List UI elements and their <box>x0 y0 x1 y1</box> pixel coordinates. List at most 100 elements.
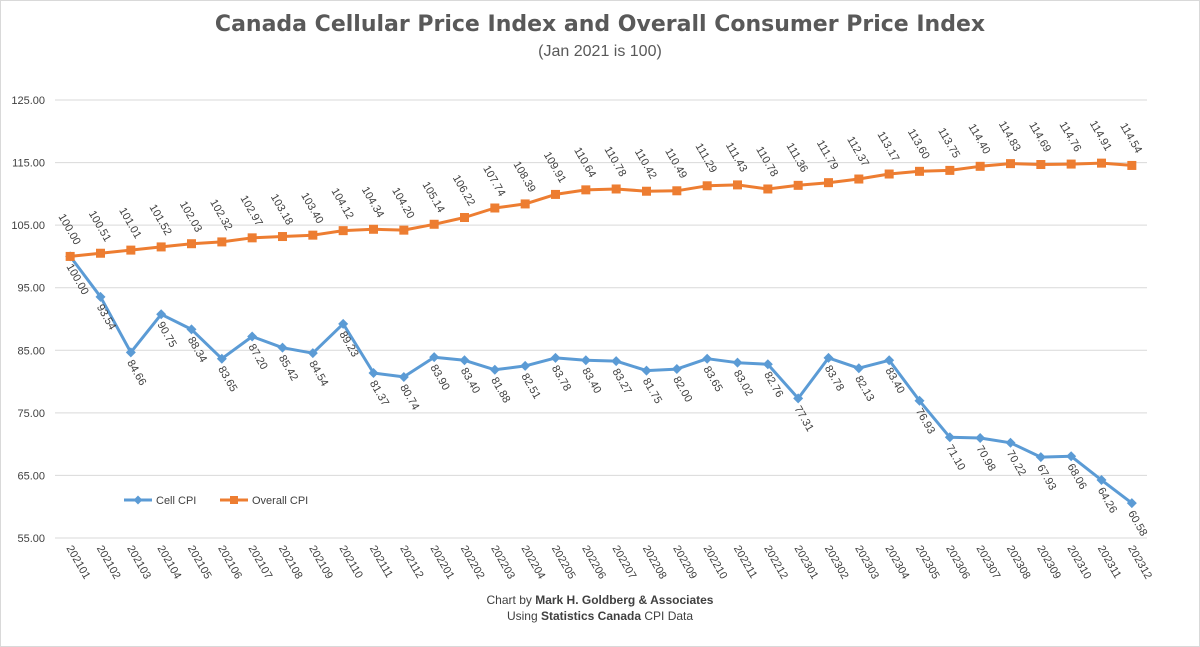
x-tick-label: 202107 <box>246 544 275 582</box>
data-label: 67.93 <box>1034 463 1058 493</box>
data-label: 101.01 <box>116 206 143 241</box>
data-label: 83.78 <box>549 363 573 393</box>
data-point <box>429 219 439 229</box>
x-tick-label: 202305 <box>913 544 942 582</box>
data-point <box>459 355 470 366</box>
data-point <box>126 245 136 255</box>
data-label: 83.90 <box>428 363 452 393</box>
data-label: 81.88 <box>488 375 512 405</box>
x-tick-label: 202108 <box>276 544 305 582</box>
data-point <box>672 186 682 196</box>
data-point <box>550 352 561 363</box>
chart-subtitle: (Jan 2021 is 100) <box>538 43 662 60</box>
data-label: 103.40 <box>298 191 325 226</box>
data-label: 106.22 <box>450 173 477 208</box>
data-point <box>277 342 288 353</box>
data-label: 82.13 <box>852 374 876 404</box>
data-point <box>338 318 349 329</box>
data-label: 107.74 <box>480 163 507 198</box>
data-label: 114.54 <box>1117 121 1144 155</box>
legend-item-overall-cpi: Overall CPI <box>220 495 308 507</box>
data-point <box>884 355 895 366</box>
y-tick-label: 55.00 <box>17 533 45 545</box>
data-label: 111.36 <box>784 141 810 175</box>
data-point <box>186 324 197 335</box>
data-point <box>611 356 622 367</box>
data-label: 83.40 <box>579 366 603 396</box>
series-line <box>70 161 1132 258</box>
y-tick-label: 65.00 <box>17 470 45 482</box>
x-tick-label: 202105 <box>185 544 214 582</box>
y-tick-label: 95.00 <box>17 283 45 295</box>
data-point <box>763 184 773 194</box>
x-tick-label: 202311 <box>1095 544 1123 581</box>
data-label: 104.20 <box>389 186 416 221</box>
data-point <box>884 169 894 179</box>
x-tick-label: 202204 <box>519 544 548 582</box>
x-tick-label: 202307 <box>974 544 1003 582</box>
x-tick-label: 202205 <box>549 544 578 582</box>
data-point <box>793 180 803 190</box>
footer-line-2: Using Statistics Canada CPI Data <box>0 608 1200 624</box>
data-point <box>975 433 986 444</box>
legend: Cell CPI Overall CPI <box>124 495 308 507</box>
x-tick-label: 202302 <box>822 544 851 582</box>
x-tick-label: 202110 <box>337 544 365 581</box>
x-tick-label: 202303 <box>852 544 881 582</box>
data-point <box>945 165 955 175</box>
data-label: 80.74 <box>397 382 421 412</box>
data-point <box>216 353 227 364</box>
series-overall-cpi <box>65 158 1137 261</box>
data-point <box>1066 159 1076 169</box>
data-point <box>854 174 864 184</box>
data-point <box>399 225 409 235</box>
data-point <box>641 365 652 376</box>
data-label: 83.65 <box>701 364 725 394</box>
data-point <box>65 251 75 261</box>
x-tick-label: 202102 <box>94 544 123 582</box>
footer-line-2-prefix: Using <box>506 609 541 623</box>
data-point <box>1126 498 1137 509</box>
x-tick-label: 202201 <box>428 544 457 582</box>
data-point <box>671 364 682 375</box>
data-point <box>95 291 106 302</box>
data-point <box>975 161 985 171</box>
data-label: 102.32 <box>207 197 234 232</box>
data-point <box>278 232 287 242</box>
x-tick-label: 202202 <box>458 544 487 582</box>
y-tick-label: 75.00 <box>17 408 45 420</box>
data-point <box>520 199 530 209</box>
data-point <box>702 181 712 191</box>
data-point <box>307 348 318 359</box>
footer-author: Mark H. Goldberg & Associates <box>535 593 714 607</box>
footer-source: Statistics Canada <box>540 609 642 623</box>
data-label: 111.43 <box>723 140 749 174</box>
data-label: 110.78 <box>602 144 629 178</box>
data-label: 82.76 <box>761 370 785 400</box>
data-point <box>581 185 591 195</box>
data-label: 114.69 <box>1026 120 1053 154</box>
data-point <box>1066 451 1077 462</box>
legend-swatch-marker <box>133 495 143 505</box>
x-tick-label: 202101 <box>64 544 93 582</box>
data-label: 110.49 <box>662 146 689 180</box>
x-tick-label: 202112 <box>397 544 425 581</box>
x-tick-label: 202111 <box>367 544 395 580</box>
data-point <box>580 355 591 366</box>
gridlines <box>55 99 1147 539</box>
x-tick-label: 202308 <box>1004 544 1033 582</box>
data-point <box>187 239 196 249</box>
x-tick-label: 202103 <box>124 544 153 582</box>
x-axis: 202101 202102 202103 202104 202105 202106 2021… <box>64 544 1154 582</box>
chart-footer: Chart by Mark H. Goldberg & Associates U… <box>0 592 1200 624</box>
legend-item-cell-cpi: Cell CPI <box>124 495 196 507</box>
data-label: 100.00 <box>56 212 83 247</box>
x-tick-label: 202109 <box>306 544 335 582</box>
data-label: 87.20 <box>246 342 270 372</box>
data-label: 114.76 <box>1057 120 1084 154</box>
data-label: 83.65 <box>215 364 239 394</box>
x-tick-label: 202207 <box>610 544 639 582</box>
y-tick-label: 125.00 <box>11 95 45 107</box>
data-label: 85.42 <box>276 353 300 383</box>
data-label: 76.93 <box>913 406 937 436</box>
